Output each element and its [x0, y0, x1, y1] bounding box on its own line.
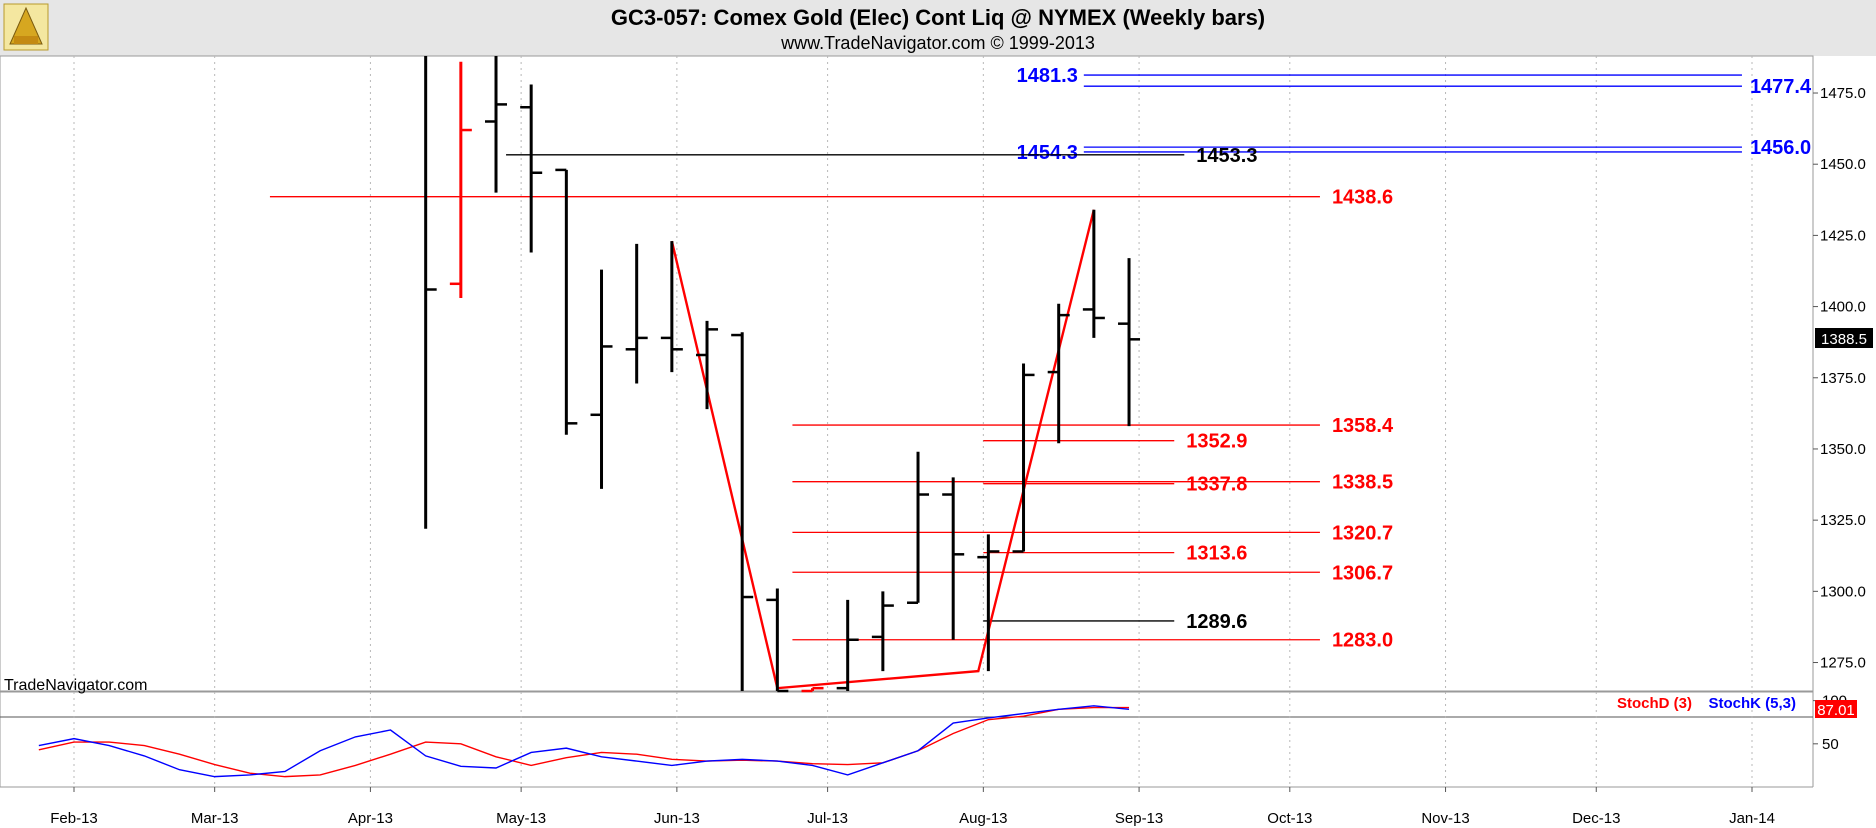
ohlc-bar [555, 168, 578, 435]
ohlc-bar [1082, 209, 1105, 338]
level-label-1481-3: 1481.3 [1017, 65, 1078, 87]
ohlc-bar [871, 591, 894, 672]
last-price-badge [1815, 328, 1873, 348]
y-tick-label: 1375.0 [1820, 370, 1866, 387]
ohlc-bar [836, 599, 859, 691]
x-axis-band [0, 787, 1876, 828]
chart-title: GC3-057: Comex Gold (Elec) Cont Liq @ NY… [611, 5, 1265, 30]
level-label-1313-6: 1313.6 [1186, 543, 1247, 565]
ohlc-bar [766, 588, 789, 693]
level-label-1289-6: 1289.6 [1186, 611, 1247, 633]
x-tick-label: Jan-14 [1729, 810, 1775, 827]
ohlc-bar [1047, 303, 1070, 444]
ohlc-bar [731, 332, 754, 691]
ohlc-bar [424, 56, 437, 529]
x-tick-label: Jul-13 [807, 810, 848, 827]
ohlc-bar [485, 56, 508, 193]
y-tick-label: 1475.0 [1820, 85, 1866, 102]
level-label-1306-7: 1306.7 [1332, 562, 1393, 584]
ohlc-bar [660, 241, 683, 373]
watermark: TradeNavigator.com [4, 677, 147, 694]
logo-icon [3, 3, 49, 51]
x-tick-label: Apr-13 [348, 810, 393, 827]
level-label-1456-0: 1456.0 [1750, 137, 1811, 159]
x-tick-label: May-13 [496, 810, 546, 827]
ohlc-bar [625, 243, 648, 384]
ohlc-bar [907, 451, 930, 604]
x-tick-label: Jun-13 [654, 810, 700, 827]
level-label-1337-8: 1337.8 [1186, 474, 1247, 496]
ohlc-bar [1012, 363, 1035, 553]
y-tick-label: 1450.0 [1820, 156, 1866, 173]
legend-stochk: StochK (5,3) [1708, 695, 1796, 712]
zigzag-swing-line [670, 209, 1096, 690]
price-panel [0, 55, 1814, 692]
level-label-1438-6: 1438.6 [1332, 187, 1393, 209]
level-label-1320-7: 1320.7 [1332, 522, 1393, 544]
legend-stochd: StochD (3) [1617, 695, 1692, 712]
level-label-1454-3: 1454.3 [1017, 142, 1078, 164]
ohlc-bar [1118, 258, 1141, 427]
last-price-label: 1388.5 [1821, 331, 1867, 348]
ohlc-bar [801, 686, 824, 693]
level-label-1453-3: 1453.3 [1196, 145, 1257, 167]
stoch-last-badge [1815, 700, 1857, 718]
ohlc-bar [696, 320, 719, 410]
level-label-1358-4: 1358.4 [1332, 415, 1394, 437]
stoch-tick-label: 50 [1822, 736, 1839, 753]
level-label-1477-4: 1477.4 [1750, 76, 1812, 98]
header-band [0, 0, 1876, 56]
stoch-last-label: 87.01 [1817, 702, 1855, 719]
ohlc-bar [977, 534, 1000, 672]
y-tick-label: 1275.0 [1820, 655, 1866, 672]
level-label-1338-5: 1338.5 [1332, 472, 1393, 494]
y-tick-label: 1300.0 [1820, 583, 1866, 600]
stoch-line-stochd-3 [38, 706, 1130, 778]
x-tick-label: Dec-13 [1572, 810, 1620, 827]
x-tick-label: Sep-13 [1115, 810, 1163, 827]
y-tick-label: 1350.0 [1820, 441, 1866, 458]
x-tick-label: Feb-13 [50, 810, 98, 827]
x-tick-label: Oct-13 [1267, 810, 1312, 827]
ohlc-bar [942, 477, 965, 640]
ohlc-bar [520, 84, 543, 253]
level-label-1283-0: 1283.0 [1332, 630, 1393, 652]
x-tick-label: Mar-13 [191, 810, 239, 827]
y-tick-label: 1425.0 [1820, 227, 1866, 244]
ohlc-bar [590, 269, 613, 489]
y-tick-label: 1325.0 [1820, 512, 1866, 529]
y-tick-label: 1400.0 [1820, 299, 1866, 316]
ohlc-bar [449, 61, 472, 299]
chart-subtitle: www.TradeNavigator.com © 1999-2013 [780, 33, 1095, 53]
stoch-line-stochk-5-3 [38, 705, 1130, 778]
x-tick-label: Nov-13 [1421, 810, 1469, 827]
x-tick-label: Aug-13 [959, 810, 1007, 827]
level-label-1352-9: 1352.9 [1186, 431, 1247, 453]
